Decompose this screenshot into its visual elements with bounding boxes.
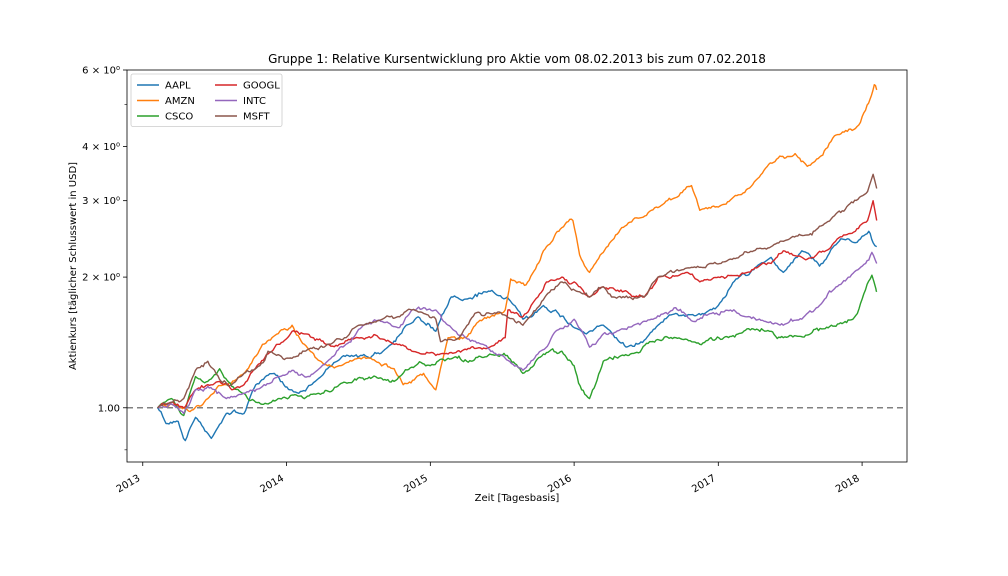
legend-label-intc: INTC xyxy=(243,96,266,107)
legend-label-googl: GOOGL xyxy=(243,81,280,92)
legend-label-amzn: AMZN xyxy=(165,96,195,107)
y-axis-label: Aktienkurs [täglicher Schlusswert in USD… xyxy=(68,162,79,370)
series-line-intc xyxy=(157,251,878,415)
legend: AAPL AMZN CSCO GOOGL INTC MSFT xyxy=(130,73,283,127)
x-axis-label: Zeit [Tagesbasis] xyxy=(475,493,560,504)
chart-title: Gruppe 1: Relative Kursentwicklung pro A… xyxy=(268,52,766,66)
y-tick-label: 1.00 xyxy=(98,403,120,414)
y-tick-label: 6 × 10⁰ xyxy=(82,66,120,77)
y-tick-label: 3 × 10⁰ xyxy=(82,196,120,207)
plot-frame xyxy=(126,69,908,463)
series-line-googl xyxy=(157,200,878,409)
legend-label-aapl: AAPL xyxy=(165,81,191,92)
series-line-msft xyxy=(157,173,878,409)
series-line-amzn xyxy=(157,84,878,413)
legend-label-msft: MSFT xyxy=(243,112,271,123)
y-tick-label: 4 × 10⁰ xyxy=(82,142,120,153)
series-group xyxy=(157,84,878,442)
series-line-aapl xyxy=(157,230,878,442)
legend-box xyxy=(130,73,283,127)
y-tick-label: 2 × 10⁰ xyxy=(82,273,120,284)
legend-label-csco: CSCO xyxy=(165,112,193,123)
